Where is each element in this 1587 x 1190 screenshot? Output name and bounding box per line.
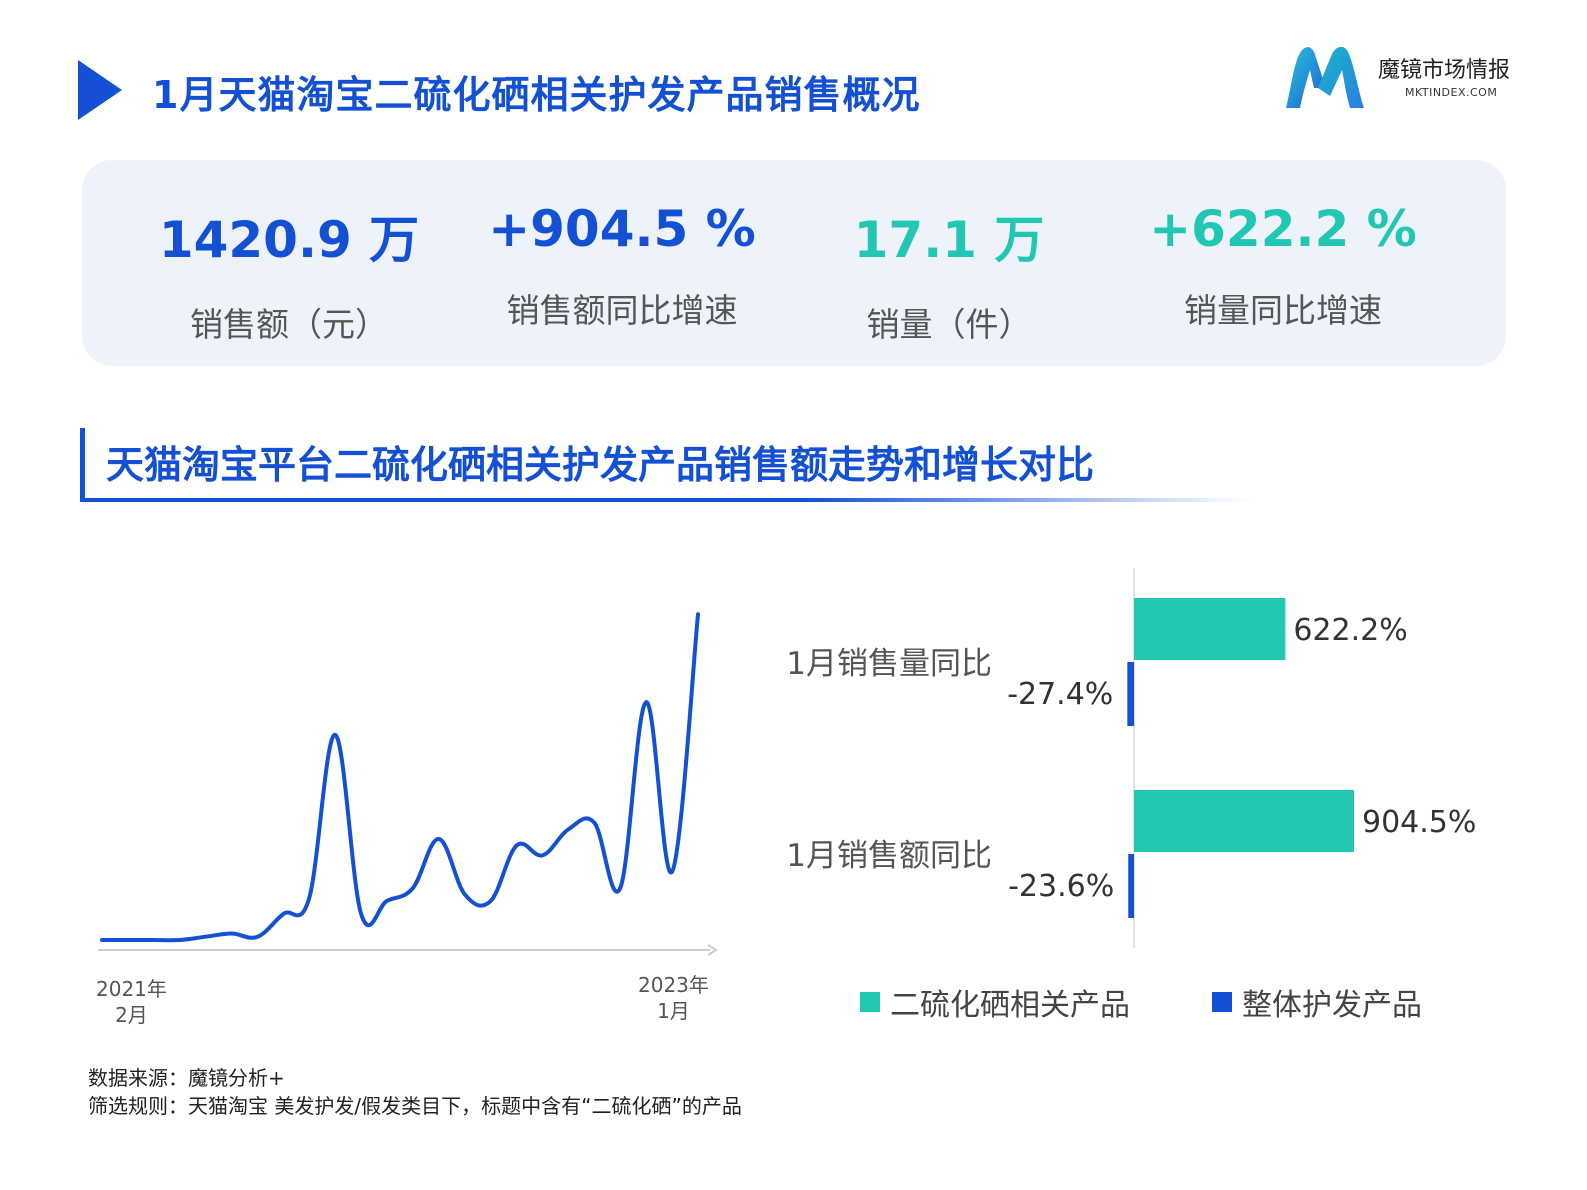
legend-label: 二硫化硒相关产品: [890, 988, 1130, 1023]
brand-domain: MKTINDEX.COM: [1405, 86, 1498, 99]
x-axis-arrow-icon: [707, 944, 718, 956]
x-tick-end: 2023年 1月: [638, 972, 709, 1024]
x-tick-start: 2021年 2月: [96, 976, 167, 1028]
bar-value-label: -27.4%: [1007, 677, 1113, 712]
brand-name: 魔镜市场情报: [1378, 58, 1511, 83]
kpi-value: 1420.9 万: [158, 211, 420, 269]
brand-logo-icon: [1286, 46, 1364, 108]
legend-item-all-haircare: 整体护发产品: [1212, 980, 1422, 1024]
bar-value-label: -23.6%: [1008, 869, 1114, 904]
kpi-label: 销售额（元）: [190, 305, 388, 344]
bar-selenium-products: [1134, 790, 1354, 852]
footnote-source: 数据来源：魔镜分析+: [88, 1066, 285, 1090]
page-title: 1月天猫淘宝二硫化硒相关护发产品销售概况: [152, 73, 921, 117]
bar-value-label: 622.2%: [1293, 613, 1407, 648]
kpi-sales-amount-growth: +904.5 % 销售额同比增速: [457, 200, 787, 332]
title-triangle-icon: [78, 60, 122, 120]
kpi-sales-volume: 17.1 万 销量（件）: [784, 200, 1114, 346]
yoy-growth-bar-chart: 1月销售量同比 622.2% -27.4% 1月销售额同比 904.5% -23.6%: [786, 568, 1476, 948]
kpi-label: 销量同比增速: [1184, 291, 1382, 330]
footnote-filter: 筛选规则：天猫淘宝 美发护发/假发类目下，标题中含有“二硫化硒”的产品: [88, 1094, 742, 1118]
category-label: 1月销售量同比: [786, 646, 992, 682]
kpi-value: 17.1 万: [853, 211, 1045, 269]
kpi-panel: 1420.9 万 销售额（元） +904.5 % 销售额同比增速 17.1 万 …: [82, 160, 1506, 366]
x-tick-start-year: 2021年: [96, 977, 167, 1001]
legend-item-selenium-products: 二硫化硒相关产品: [860, 980, 1130, 1024]
category-label: 1月销售额同比: [786, 838, 992, 874]
sales-trend-line: [100, 612, 700, 943]
kpi-sales-volume-growth: +622.2 % 销量同比增速: [1118, 200, 1448, 332]
legend-label: 整体护发产品: [1242, 988, 1422, 1023]
kpi-label: 销售额同比增速: [506, 291, 738, 330]
section-underline: [80, 498, 1250, 502]
kpi-value: +904.5 %: [488, 200, 756, 258]
section-accent-bar: [80, 428, 85, 502]
kpi-sales-amount: 1420.9 万 销售额（元）: [124, 200, 454, 346]
bar-value-label: 904.5%: [1362, 805, 1476, 840]
legend-swatch-blue: [1212, 992, 1232, 1012]
sales-trend-line-chart: [98, 612, 718, 956]
x-tick-end-month: 1月: [657, 999, 690, 1023]
bar-all-haircare: [1128, 854, 1134, 918]
legend-swatch-teal: [860, 992, 880, 1012]
x-tick-start-month: 2月: [115, 1003, 148, 1027]
bar-all-haircare: [1127, 662, 1134, 726]
x-tick-end-year: 2023年: [638, 973, 709, 997]
kpi-label: 销量（件）: [866, 305, 1032, 344]
bar-selenium-products: [1134, 598, 1286, 660]
section-title: 天猫淘宝平台二硫化硒相关护发产品销售额走势和增长对比: [106, 443, 1095, 487]
kpi-value: +622.2 %: [1149, 200, 1417, 258]
